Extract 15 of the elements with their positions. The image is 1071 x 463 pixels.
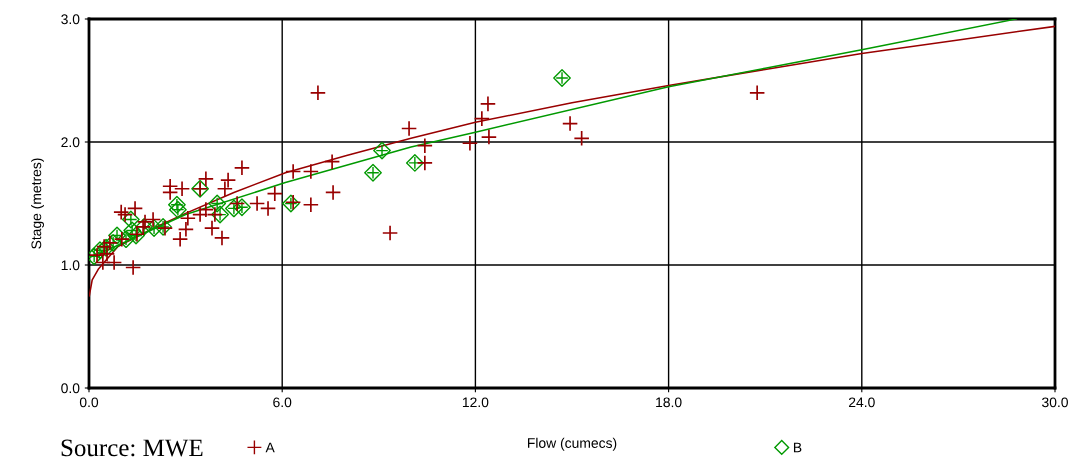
x-tick-label: 0.0 <box>79 397 99 408</box>
x-tick-label: 12.0 <box>462 397 489 408</box>
x-tick-label: 30.0 <box>1042 397 1068 408</box>
x-axis-title: Flow (cumecs) <box>528 437 617 451</box>
y-tick-label: 2.0 <box>61 137 80 148</box>
y-tick-label: 1.0 <box>61 260 80 271</box>
x-tick-label: 6.0 <box>273 397 292 408</box>
y-tick-label: 0.0 <box>61 383 80 394</box>
x-tick-label: 18.0 <box>656 397 682 408</box>
source-note: Source: MWE <box>61 439 203 457</box>
y-tick-label: 3.0 <box>61 14 80 25</box>
legend-label: B <box>793 442 802 453</box>
legend-label: A <box>265 442 275 453</box>
y-axis-title: Stage (metres) <box>31 158 44 249</box>
x-tick-label: 24.0 <box>848 397 875 408</box>
